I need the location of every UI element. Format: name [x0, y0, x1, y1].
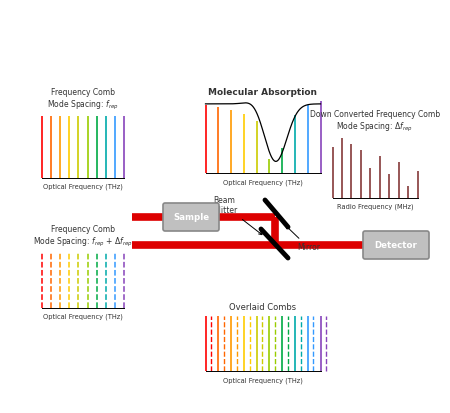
- FancyBboxPatch shape: [163, 203, 219, 231]
- Text: Optical Frequency (THz): Optical Frequency (THz): [223, 377, 303, 384]
- Text: Mirror: Mirror: [286, 225, 320, 252]
- FancyBboxPatch shape: [363, 231, 429, 259]
- Text: Detector: Detector: [374, 240, 418, 249]
- Text: Optical Frequency (THz): Optical Frequency (THz): [223, 179, 303, 185]
- Text: Frequency Comb
Mode Spacing: $f_{rep}$ + $\Delta f_{rep}$: Frequency Comb Mode Spacing: $f_{rep}$ +…: [33, 225, 133, 249]
- Text: Radio Frequency (MHz): Radio Frequency (MHz): [337, 204, 413, 211]
- Text: Optical Frequency (THz): Optical Frequency (THz): [43, 184, 123, 190]
- Text: Down Converted Frequency Comb
Mode Spacing: $\Delta f_{rep}$: Down Converted Frequency Comb Mode Spaci…: [310, 110, 440, 134]
- Text: Overlaid Combs: Overlaid Combs: [230, 303, 297, 312]
- Text: Molecular Absorption: Molecular Absorption: [208, 88, 318, 97]
- Text: Optical Frequency (THz): Optical Frequency (THz): [43, 314, 123, 320]
- Text: Beam
Splitter: Beam Splitter: [210, 196, 262, 235]
- Text: Frequency Comb
Mode Spacing: $f_{rep}$: Frequency Comb Mode Spacing: $f_{rep}$: [47, 88, 119, 112]
- Text: Sample: Sample: [173, 213, 209, 221]
